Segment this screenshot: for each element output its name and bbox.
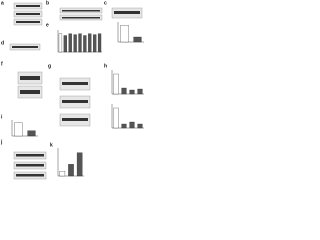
bar — [73, 34, 77, 53]
band — [16, 164, 44, 167]
bar — [58, 33, 63, 53]
bar — [76, 152, 83, 177]
panel-label: j — [0, 139, 3, 145]
bar — [120, 25, 129, 43]
panel-label: e — [46, 22, 49, 28]
bar — [97, 33, 102, 53]
band — [62, 10, 100, 12]
bar — [27, 130, 36, 137]
bar — [68, 164, 74, 177]
bar — [137, 123, 143, 129]
band — [16, 21, 40, 23]
panel-label: a — [1, 0, 4, 6]
bar — [83, 35, 87, 53]
panel-label: c — [104, 0, 107, 6]
panel-label: h — [104, 63, 107, 69]
bar — [113, 73, 119, 95]
panel-label: g — [48, 63, 51, 69]
band — [114, 11, 140, 14]
bar — [121, 87, 127, 95]
bar — [137, 88, 143, 95]
panel-label: d — [1, 40, 4, 46]
bar — [68, 33, 72, 53]
bar — [133, 36, 142, 43]
bar — [78, 33, 82, 53]
bar — [59, 171, 66, 177]
band — [62, 17, 100, 19]
bar — [129, 121, 135, 129]
band — [16, 174, 44, 177]
bar — [121, 123, 127, 129]
band — [16, 13, 40, 15]
bar — [88, 33, 92, 53]
blots — [9, 2, 143, 180]
bar — [14, 122, 23, 137]
page: {"panels": [ {"label": "a"}, {"label": "… — [0, 0, 150, 185]
panel-label: f — [1, 61, 3, 67]
band — [20, 90, 40, 94]
band — [12, 46, 38, 48]
band — [20, 76, 40, 80]
bar — [93, 34, 97, 53]
band — [62, 100, 88, 103]
bar — [63, 35, 67, 53]
panel-label: k — [50, 142, 53, 148]
band — [16, 154, 44, 157]
bar — [113, 107, 119, 129]
figure: a b c d e f g h i j k — [0, 0, 144, 180]
panel-label: b — [46, 0, 49, 6]
bar — [129, 89, 135, 95]
band — [62, 118, 88, 121]
panel-label: i — [1, 114, 3, 120]
band — [62, 82, 88, 85]
band — [16, 5, 40, 7]
